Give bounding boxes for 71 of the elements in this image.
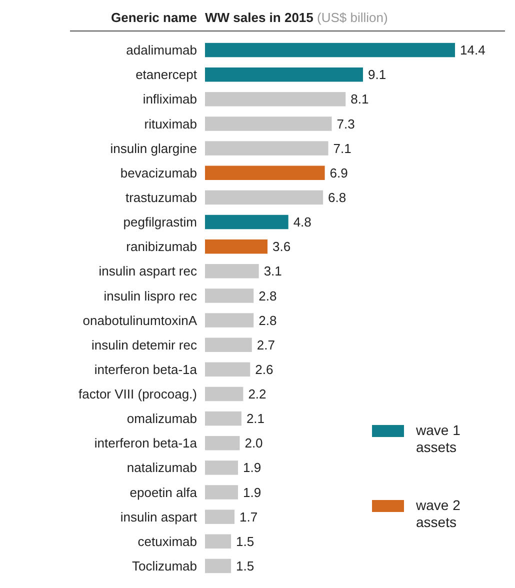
chart-title: WW sales in 2015 bbox=[205, 10, 314, 25]
data-label: 2.7 bbox=[256, 337, 275, 352]
data-label: 1.9 bbox=[242, 460, 262, 476]
data-label: 14.4 bbox=[460, 42, 486, 58]
data-label: 2.0 bbox=[244, 436, 263, 451]
y-tick-label: epoetin alfa bbox=[130, 484, 198, 500]
data-label: 2.2 bbox=[248, 386, 266, 402]
y-tick-label: bevacizumab bbox=[120, 165, 197, 180]
y-tick-label: interferon beta-1a bbox=[94, 436, 198, 451]
y-tick-label: trastuzumab bbox=[125, 190, 197, 205]
y-axis-title: Generic name bbox=[111, 10, 197, 25]
bar bbox=[205, 460, 238, 475]
y-tick-label: insulin aspart rec bbox=[98, 264, 198, 279]
data-label: 8.1 bbox=[350, 92, 369, 107]
y-tick-label: rituximab bbox=[144, 116, 197, 132]
data-label: 7.3 bbox=[336, 116, 355, 132]
y-tick-label: adalimumab bbox=[126, 42, 197, 58]
legend-label: wave 2 assets bbox=[415, 497, 461, 530]
y-tick-label: insulin lispro rec bbox=[104, 288, 198, 304]
data-label: 3.1 bbox=[264, 264, 282, 279]
data-label: 1.7 bbox=[240, 509, 258, 524]
bar bbox=[205, 288, 254, 303]
bar bbox=[205, 411, 242, 426]
y-tick-label: natalizumab bbox=[126, 460, 197, 476]
legend-label: wave 1 assets bbox=[415, 422, 461, 455]
y-tick-label: etanercept bbox=[136, 67, 198, 82]
chart-subtitle: (US$ billion) bbox=[313, 10, 388, 25]
data-label: 6.8 bbox=[328, 190, 346, 205]
bar bbox=[205, 534, 232, 549]
data-label: 2.1 bbox=[246, 411, 265, 426]
bar bbox=[205, 116, 332, 131]
data-label: 1.5 bbox=[236, 534, 254, 549]
bar bbox=[205, 42, 455, 58]
bar bbox=[205, 386, 244, 402]
y-tick-label: insulin detemir rec bbox=[92, 337, 198, 352]
y-tick-label: infliximab bbox=[142, 92, 197, 107]
y-tick-label: pegfilgrastim bbox=[123, 214, 197, 230]
bar bbox=[205, 485, 238, 500]
data-label: 7.1 bbox=[333, 140, 352, 156]
data-label: 2.8 bbox=[258, 288, 277, 304]
bar bbox=[205, 436, 240, 450]
bar bbox=[205, 67, 363, 82]
y-tick-label: ranibizumab bbox=[126, 239, 197, 254]
data-label: 4.8 bbox=[293, 214, 312, 230]
y-tick-label: insulin glargine bbox=[110, 140, 197, 156]
data-label: 2.8 bbox=[258, 312, 277, 328]
data-label: 9.1 bbox=[368, 67, 386, 82]
bar bbox=[205, 190, 324, 205]
bar bbox=[205, 313, 254, 328]
y-tick-label: Toclizumab bbox=[132, 558, 197, 574]
bar bbox=[205, 558, 232, 574]
y-tick-label: interferon beta-1a bbox=[94, 362, 198, 377]
bar bbox=[205, 166, 325, 180]
bar bbox=[205, 264, 259, 278]
y-tick-label: onabotulinumtoxinA bbox=[82, 312, 198, 328]
bar bbox=[205, 239, 268, 254]
y-tick-label: cetuximab bbox=[138, 534, 197, 549]
bar bbox=[205, 510, 235, 524]
bar bbox=[205, 214, 288, 230]
y-tick-label: factor VIII (procoag.) bbox=[78, 386, 197, 402]
bar bbox=[205, 92, 346, 106]
bar bbox=[205, 362, 250, 377]
data-label: 1.9 bbox=[242, 484, 262, 500]
y-tick-label: omalizumab bbox=[126, 411, 197, 426]
data-label: 1.5 bbox=[236, 558, 254, 574]
bar bbox=[205, 338, 252, 352]
data-label: 2.6 bbox=[255, 362, 274, 377]
data-label: 3.6 bbox=[272, 239, 291, 254]
y-tick-label: insulin aspart bbox=[120, 509, 198, 524]
bar bbox=[205, 141, 328, 156]
data-label: 6.9 bbox=[330, 165, 348, 180]
